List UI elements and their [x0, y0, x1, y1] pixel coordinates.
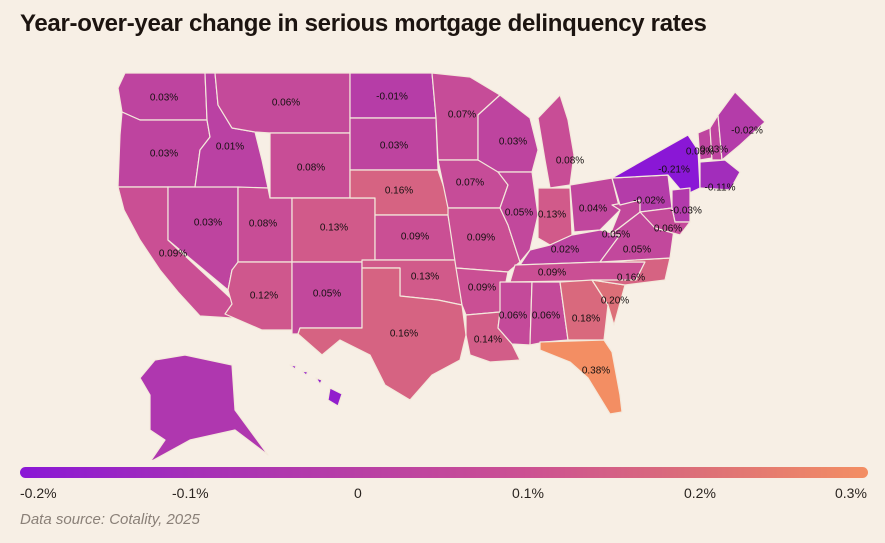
state-label-md: 0.06% [654, 224, 682, 235]
state-label-mn: 0.07% [448, 110, 476, 121]
state-label-co: 0.13% [320, 223, 348, 234]
state-label-ma: -0.11% [705, 183, 736, 194]
state-label-me: -0.02% [731, 126, 763, 137]
legend-tick: 0 [354, 485, 362, 501]
state-label-mt: 0.06% [272, 98, 300, 109]
state-tx [297, 267, 467, 401]
legend-swatch [528, 467, 699, 478]
state-label-ga: 0.18% [572, 314, 600, 325]
state-label-mo: 0.09% [467, 233, 495, 244]
data-source-note: Data source: Cotality, 2025 [20, 511, 200, 528]
state-hi [289, 364, 343, 407]
state-label-fl: 0.38% [582, 366, 610, 377]
legend-swatch [20, 467, 190, 478]
state-label-ar: 0.09% [468, 283, 496, 294]
state-label-wa: 0.03% [150, 93, 178, 104]
state-label-sc: 0.20% [601, 296, 629, 307]
state-il [497, 171, 539, 263]
state-label-mi: 0.08% [556, 156, 584, 167]
state-oh [569, 177, 621, 233]
state-label-or: 0.03% [150, 149, 178, 160]
us-choropleth-map: 0.03%0.03%0.09%0.01%0.03%0.06%0.08%0.08%… [117, 72, 766, 460]
state-label-ok: 0.13% [411, 272, 439, 283]
legend-tick: 0.3% [835, 485, 867, 501]
state-nc [591, 257, 671, 286]
legend-tick: 0.1% [512, 485, 544, 501]
state-label-nh: 0.03% [700, 145, 728, 156]
state-label-ks: 0.09% [401, 232, 429, 243]
state-label-id: 0.01% [216, 142, 244, 153]
state-label-nj: -0.03% [670, 206, 702, 217]
state-label-tx: 0.16% [390, 329, 418, 340]
state-wi [477, 94, 539, 173]
state-label-az: 0.12% [250, 291, 278, 302]
state-fl [539, 339, 623, 415]
state-label-nv: 0.03% [194, 218, 222, 229]
legend-swatch [698, 467, 868, 478]
state-ma [699, 159, 741, 191]
state-label-vt: 0.03% [686, 147, 714, 158]
state-label-ny: -0.21% [658, 165, 690, 176]
legend-swatch [359, 467, 529, 478]
legend-swatch [189, 467, 360, 478]
state-label-va: 0.05% [623, 245, 651, 256]
state-label-ne: 0.16% [385, 186, 413, 197]
state-label-wv: 0.05% [602, 230, 630, 241]
state-label-nd: -0.01% [376, 92, 408, 103]
state-label-wy: 0.08% [297, 163, 325, 174]
state-ak [139, 354, 269, 460]
state-label-tn: 0.09% [538, 268, 566, 279]
state-label-ky: 0.02% [551, 245, 579, 256]
state-me [717, 91, 766, 161]
state-label-sd: 0.03% [380, 141, 408, 152]
state-ny [611, 134, 701, 196]
state-label-ut: 0.08% [249, 219, 277, 230]
state-mi [537, 94, 575, 189]
state-label-ia: 0.07% [456, 178, 484, 189]
state-label-ca: 0.09% [159, 249, 187, 260]
legend-tick: -0.1% [172, 485, 209, 501]
state-label-in: 0.13% [538, 210, 566, 221]
state-ga [559, 279, 609, 341]
state-label-nc: 0.16% [617, 273, 645, 284]
legend-tick: 0.2% [684, 485, 716, 501]
state-label-oh: 0.04% [579, 204, 607, 215]
state-label-la: 0.14% [474, 335, 502, 346]
state-md [639, 207, 691, 236]
chart-title: Year-over-year change in serious mortgag… [20, 10, 707, 37]
state-label-al: 0.06% [532, 311, 560, 322]
state-label-il: 0.05% [505, 208, 533, 219]
state-label-wi: 0.03% [499, 137, 527, 148]
state-label-ms: 0.06% [499, 311, 527, 322]
legend-tick: -0.2% [20, 485, 57, 501]
legend-color-scale [20, 467, 868, 478]
state-label-pa: -0.02% [633, 196, 665, 207]
state-label-nm: 0.05% [313, 289, 341, 300]
